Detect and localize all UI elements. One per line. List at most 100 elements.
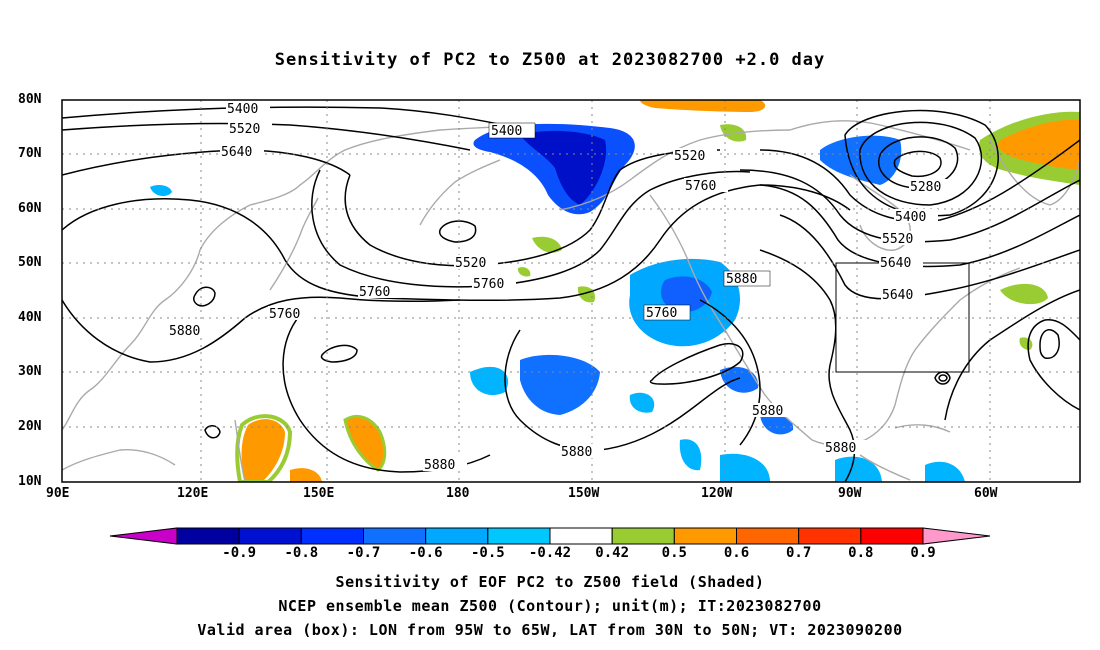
contour-labels: 5400 5520 5640 5400 5520 5760 5280 5400 … [168,101,953,473]
contour-5400-west [62,106,521,129]
neg-blob-cabo [760,413,794,435]
philippines [234,419,246,482]
map-frame [61,99,1081,483]
contour-label: 5880 [424,458,455,473]
contour-label: 5880 [825,441,856,456]
contour-5760-arc [62,184,851,302]
colorbar-segment [549,527,613,545]
alaska [559,129,791,211]
contour-label: 5880 [752,404,783,419]
contour-label: 5400 [895,210,926,225]
contour-5280 [844,109,999,217]
contour-5880-east [699,299,761,446]
contour-hawaii-ring [649,343,744,385]
colorbar-right-arrow [922,527,991,545]
neg-blob-atlantic [925,461,965,482]
colorbar-tick-label: 0.42 [595,545,630,561]
contour-5880-atl [1027,319,1080,411]
colorbar-segment [425,527,489,545]
colorbar-tick-label: 0.9 [910,545,936,561]
colorbar-left-arrow [109,527,178,545]
contour-low-ring [193,286,216,307]
colorbar-segment [300,527,365,545]
contour-label: 5640 [221,145,252,160]
contour-low-center-2 [878,136,959,189]
colorbar-tick-label: -0.8 [284,545,319,561]
pos-blob-philippine [241,419,285,482]
contour-taiwan-ring [204,425,221,439]
pos-blob-philippine-edge [235,414,293,482]
lon-label-90w: 90W [838,486,862,501]
shading-layer [150,100,1080,482]
kamchatka [419,159,501,226]
caption-line-1: Sensitivity of EOF PC2 to Z500 field (Sh… [335,573,765,591]
pos-blob-aleutian [532,236,562,253]
contour-label: 5520 [882,232,913,247]
colorbar-tick-label: 0.7 [786,545,812,561]
lon-label-150w: 150W [568,486,600,501]
colorbar-segment [860,527,924,545]
contour-5880-ring [320,344,358,363]
neg-blob-east-pacific [720,366,759,393]
contour-label: 5280 [910,180,941,195]
lat-label-50n: 50N [18,255,42,270]
colorbar-segment [798,527,862,545]
pos-blob-arctic [640,100,766,112]
contour-label: 5760 [646,306,677,321]
contour-label: 5760 [269,307,300,322]
south-asia [62,448,176,471]
contour-5640-east [759,184,1080,268]
pos-blob-marianas [343,415,387,472]
colorbar-segment [176,527,240,545]
contour-label: 5880 [169,324,200,339]
lon-label-120e: 120E [177,486,209,501]
central-america [859,454,911,481]
colorbar-tick-label: -0.7 [346,545,381,561]
pos-blob-atlantic-small [1019,337,1033,350]
lon-label-180: 180 [446,486,470,501]
greenland-coast [989,139,1080,206]
cuba [894,424,951,433]
colorbar-segment [363,527,427,545]
colorbar-segment [736,527,800,545]
pos-blob-atlantic [1000,283,1048,305]
contour-label: 5400 [491,124,522,139]
asia-coast [62,125,521,431]
contour-label: 5520 [674,149,705,164]
neg-blob-hawaii-outer [470,366,509,396]
colorbar-segment [673,527,737,545]
lon-label-120w: 120W [701,486,733,501]
lat-label-20n: 20N [18,419,42,434]
colorbar-tick-label: -0.5 [470,545,505,561]
colorbar-tick-label: 0.5 [661,545,687,561]
lon-label-150e: 150E [303,486,335,501]
contour-label: 5640 [882,288,913,303]
contour-label: 5760 [359,285,390,300]
colorbar-tick-label: 0.8 [848,545,874,561]
lon-label-90e: 90E [46,486,70,501]
neg-blob-ep-small2 [679,439,702,471]
neg-blob-ep-small [629,392,655,413]
pos-blob-aleutian2 [577,286,596,303]
caption-line-2: NCEP ensemble mean Z500 (Contour); unit(… [278,597,822,615]
contour-label: 5760 [685,179,716,194]
neg-blob-west-pacific [150,184,172,197]
contour-low-ring-nw [438,220,477,243]
lat-label-30n: 30N [18,364,42,379]
contour-label: 5880 [561,445,592,460]
lat-label-10n: 10N [18,474,42,489]
lat-label-80n: 80N [18,92,42,107]
neg-blob-gulf [835,456,882,482]
neg-blob-south [720,453,770,482]
colorbar-tick-label: -0.6 [408,545,443,561]
colorbar-tick-label: -0.42 [528,545,572,561]
lat-label-60n: 60N [18,201,42,216]
colorbar-tick-label: 0.6 [723,545,750,561]
pos-blob-wp-south [290,468,322,482]
plot-title: Sensitivity of PC2 to Z500 at 2023082700… [274,50,826,70]
pos-blob-greenland-core [998,119,1080,170]
contour-5880-west [62,296,461,363]
contour-label: 5520 [455,256,486,271]
neg-blob-north-pacific-core [520,130,607,205]
